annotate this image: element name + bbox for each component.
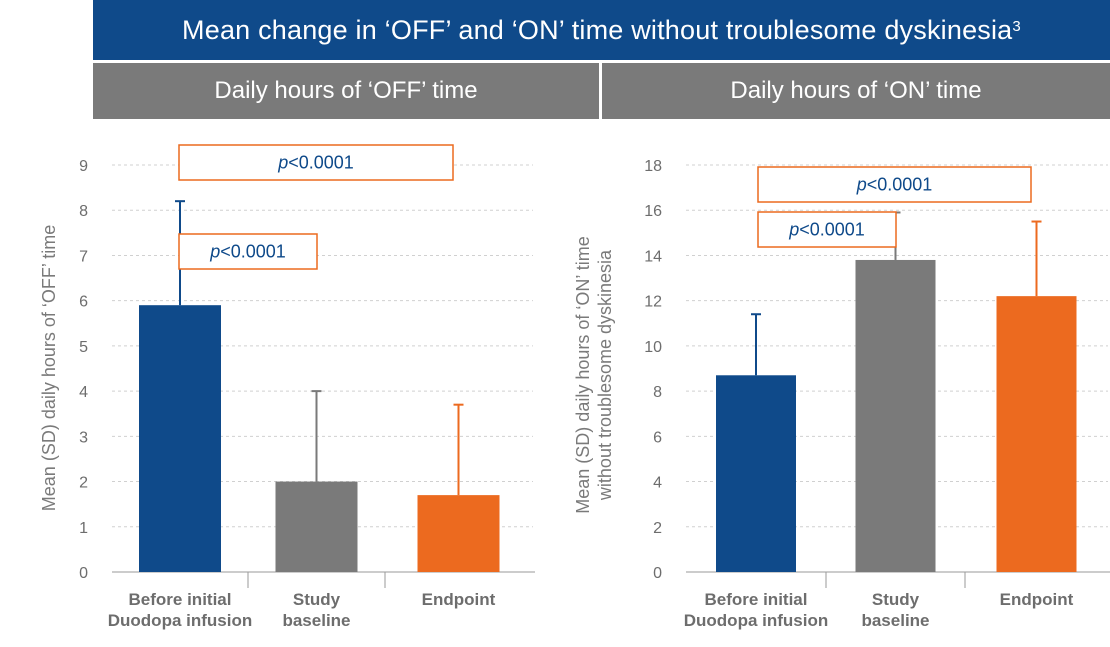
x-category-label: Before initial	[705, 590, 808, 609]
x-category-label: Study	[293, 590, 341, 609]
bar	[855, 259, 936, 572]
title-text: Mean change in ‘OFF’ and ‘ON’ time witho…	[182, 14, 1013, 45]
p-value-label: p<0.0001	[788, 220, 865, 240]
p-value-label: p<0.0001	[856, 175, 933, 195]
y-tick-label: 7	[79, 248, 88, 265]
y-axis-label: Mean (SD) daily hours of ‘ON’ time	[573, 236, 593, 513]
right-panel-header: Daily hours of ‘ON’ time	[602, 63, 1110, 119]
p-value-label: p<0.0001	[209, 242, 286, 262]
x-category-label: Endpoint	[422, 590, 496, 609]
bar	[275, 481, 358, 572]
y-tick-label: 12	[644, 294, 662, 311]
y-tick-label: 2	[653, 520, 662, 537]
bar	[139, 305, 221, 572]
y-tick-label: 18	[644, 158, 662, 175]
y-tick-label: 0	[653, 565, 662, 582]
y-tick-label: 9	[79, 158, 88, 175]
y-axis-label: without troublesome dyskinesia	[595, 249, 615, 501]
bar	[417, 495, 500, 572]
p-value-box	[178, 233, 318, 270]
p-value: <0.0001	[220, 242, 286, 262]
p-symbol: p	[277, 153, 288, 173]
left-panel-header: Daily hours of ‘OFF’ time	[93, 63, 599, 119]
p-value-box	[178, 144, 454, 181]
p-value: <0.0001	[799, 220, 865, 240]
y-tick-label: 1	[79, 520, 88, 537]
y-tick-label: 2	[79, 475, 88, 492]
title-footnote-marker: 3	[1012, 17, 1021, 35]
p-value-label: p<0.0001	[277, 153, 354, 173]
y-tick-label: 8	[79, 203, 88, 220]
x-category-label: Duodopa infusion	[684, 611, 828, 630]
y-tick-label: 0	[79, 565, 88, 582]
y-tick-label: 8	[653, 384, 662, 401]
bar	[996, 296, 1077, 572]
y-tick-label: 4	[79, 384, 88, 401]
p-symbol: p	[856, 175, 867, 195]
x-category-label: baseline	[282, 611, 350, 630]
p-symbol: p	[209, 242, 220, 262]
y-tick-label: 6	[79, 294, 88, 311]
p-value-box	[757, 166, 1032, 203]
x-category-label: Before initial	[129, 590, 232, 609]
x-category-label: Duodopa infusion	[108, 611, 252, 630]
y-axis-label: Mean (SD) daily hours of ‘OFF’ time	[39, 225, 59, 511]
x-category-label: Endpoint	[1000, 590, 1074, 609]
y-tick-label: 5	[79, 339, 88, 356]
x-category-label: baseline	[861, 611, 929, 630]
y-tick-label: 3	[79, 429, 88, 446]
p-value: <0.0001	[867, 175, 933, 195]
p-value: <0.0001	[288, 153, 354, 173]
p-symbol: p	[788, 220, 799, 240]
y-tick-label: 6	[653, 429, 662, 446]
y-tick-label: 16	[644, 203, 662, 220]
y-tick-label: 10	[644, 339, 662, 356]
y-tick-label: 4	[653, 475, 662, 492]
bar	[716, 375, 796, 572]
p-value-box	[757, 211, 897, 248]
x-category-label: Study	[872, 590, 920, 609]
y-tick-label: 14	[644, 248, 662, 265]
chart-title: Mean change in ‘OFF’ and ‘ON’ time witho…	[93, 0, 1110, 60]
